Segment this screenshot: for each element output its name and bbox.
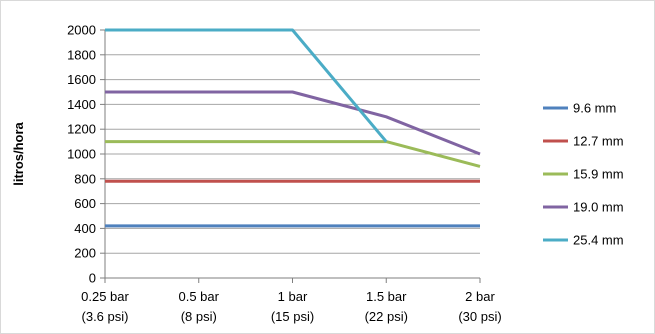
legend: 9.6 mm 12.7 mm 15.9 mm 19.0 mm 25.4 mm: [543, 101, 624, 248]
legend-label: 12.7 mm: [573, 134, 624, 149]
y-tick-label: 0: [89, 271, 96, 286]
x-tick-label: 1.5 bar (22 psi): [365, 289, 408, 324]
y-tick-label: 1600: [67, 72, 96, 87]
y-tick-label: 1000: [67, 147, 96, 162]
axes: [100, 29, 481, 283]
y-tick-labels: 0 200 400 600 800 1000 1200 1400 1600 1800 2000: [67, 23, 96, 286]
x-tick-label: 1 bar (15 psi): [271, 289, 314, 324]
legend-label: 25.4 mm: [573, 233, 624, 248]
legend-label: 9.6 mm: [573, 101, 616, 116]
y-axis-label: litros/hora: [11, 121, 26, 185]
legend-label: 15.9 mm: [573, 167, 624, 182]
y-tick-label: 200: [74, 246, 96, 261]
y-tick-label: 1800: [67, 47, 96, 62]
y-tick-label: 800: [74, 171, 96, 186]
x-tick-label: 2 bar (30 psi): [458, 289, 501, 324]
series-line: [105, 140, 481, 168]
x-tick-labels: 0.25 bar (3.6 psi) 0.5 bar (8 psi) 1 bar (15 …: [81, 289, 502, 324]
y-tick-label: 2000: [67, 23, 96, 38]
series-line: [105, 90, 481, 156]
x-tick-label: 0.25 bar (3.6 psi): [81, 289, 129, 324]
series-line: [105, 28, 388, 143]
y-tick-label: 400: [74, 221, 96, 236]
y-tick-label: 1200: [67, 122, 96, 137]
y-tick-label: 1400: [67, 97, 96, 112]
y-tick-label: 600: [74, 196, 96, 211]
x-tick-label: 0.5 bar (8 psi): [179, 289, 220, 324]
series-lines: [105, 28, 481, 228]
legend-label: 19.0 mm: [573, 200, 624, 215]
